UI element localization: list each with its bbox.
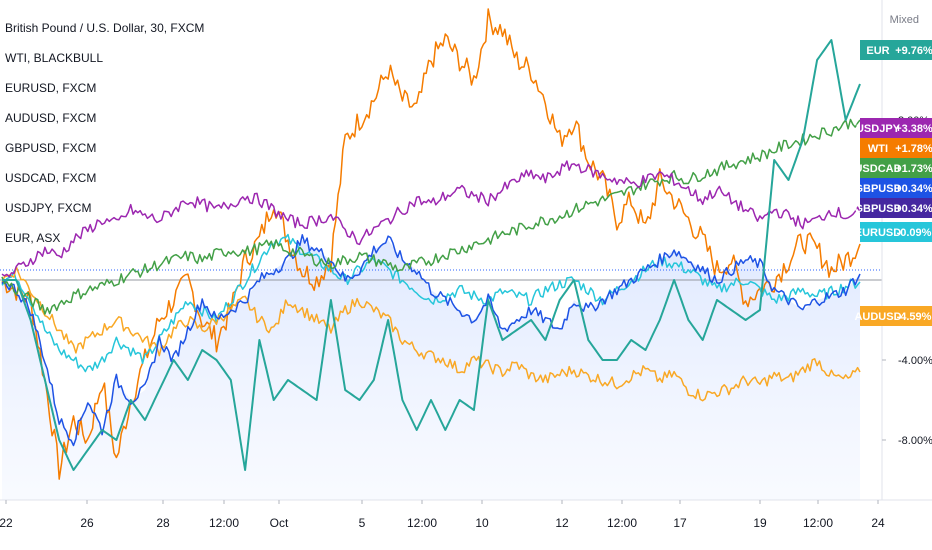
series-line-usdcad bbox=[1, 118, 861, 315]
badge-symbol-usdjpy bbox=[860, 118, 896, 138]
legend-item-wti[interactable]: WTI, BLACKBULL bbox=[5, 51, 104, 65]
series-line-eur bbox=[2, 39, 861, 471]
x-tick-label: 10 bbox=[475, 516, 489, 530]
x-tick-label: 22 bbox=[0, 516, 13, 530]
x-tick-label: 17 bbox=[673, 516, 687, 530]
x-tick-label: 28 bbox=[156, 516, 170, 530]
legend-item-usdcad[interactable]: USDCAD, FXCM bbox=[5, 171, 97, 185]
x-tick-label: 12:00 bbox=[803, 516, 833, 530]
badge-change-usdcad bbox=[896, 158, 932, 178]
badge-symbol-text: GBPUSD bbox=[854, 203, 901, 215]
badge-change-usdjpy bbox=[896, 118, 932, 138]
legend-item-gbpusd[interactable]: GBPUSD, FXCM bbox=[5, 141, 97, 155]
badge-symbol-eurusd bbox=[860, 222, 896, 242]
badge-change-text: +0.34% bbox=[895, 203, 932, 215]
badge-change-gbpusd bbox=[896, 178, 932, 198]
badge-change-eur bbox=[896, 40, 932, 60]
legend-item-eurusd[interactable]: EURUSD, FXCM bbox=[5, 81, 97, 95]
x-tick-label: 24 bbox=[871, 516, 885, 530]
scale-mode-label[interactable]: Mixed bbox=[889, 14, 919, 26]
legend-item-usdjpy[interactable]: USDJPY, FXCM bbox=[5, 201, 92, 215]
badge-change-audusd bbox=[896, 306, 932, 326]
badge-symbol-gbpusd-alt bbox=[860, 198, 896, 218]
x-tick-label: 26 bbox=[80, 516, 94, 530]
badge-change-eurusd bbox=[896, 222, 932, 242]
legend: British Pound / U.S. Dollar, 30, FXCM WT… bbox=[5, 20, 204, 260]
x-tick-label: 12 bbox=[555, 516, 569, 530]
badge-symbol-eur bbox=[860, 40, 896, 60]
badge-symbol-wti bbox=[860, 138, 896, 158]
series-line-gbpusd bbox=[1, 234, 861, 447]
badge-change-wti bbox=[896, 138, 932, 158]
series-line-wti bbox=[2, 8, 861, 480]
x-tick-label: 12:00 bbox=[407, 516, 437, 530]
badge-change-gbpusd-alt bbox=[896, 198, 932, 218]
badge-symbol-text: EUR bbox=[866, 45, 889, 57]
badge-change-text: -0.09% bbox=[897, 227, 932, 239]
badge-symbol-usdcad bbox=[860, 158, 896, 178]
badge-change-text: +0.34% bbox=[895, 183, 932, 195]
series-line-audusd bbox=[1, 266, 861, 402]
legend-item-audusd[interactable]: AUDUSD, FXCM bbox=[5, 111, 97, 125]
badge-symbol-text: AUDUSD bbox=[854, 311, 901, 323]
x-tick-label: 5 bbox=[359, 516, 366, 530]
legend-item-eur[interactable]: EUR, ASX bbox=[5, 231, 61, 245]
legend-title[interactable]: British Pound / U.S. Dollar, 30, FXCM bbox=[5, 21, 205, 35]
badge-change-text: +1.78% bbox=[895, 143, 932, 155]
badge-change-text: +1.73% bbox=[895, 163, 932, 175]
x-tick-label: 12:00 bbox=[209, 516, 239, 530]
badge-symbol-text: WTI bbox=[868, 143, 888, 155]
badge-symbol-text: USDJPY bbox=[856, 123, 901, 135]
badge-change-text: +9.76% bbox=[895, 45, 932, 57]
x-tick-label: Oct bbox=[270, 516, 289, 530]
badge-change-text: -4.59% bbox=[897, 311, 932, 323]
badge-symbol-text: GBPUSD bbox=[854, 183, 901, 195]
series-line-eurusd bbox=[1, 233, 861, 373]
y-tick-label: -8.00% bbox=[898, 435, 932, 447]
badge-symbol-text: USDCAD bbox=[854, 163, 901, 175]
main-series-area bbox=[2, 240, 860, 500]
x-tick-label: 12:00 bbox=[607, 516, 637, 530]
x-tick-label: 19 bbox=[753, 516, 767, 530]
badge-symbol-gbpusd bbox=[860, 178, 896, 198]
y-tick-label: -4.00% bbox=[898, 355, 932, 367]
badge-symbol-text: EURUSD bbox=[855, 227, 902, 239]
badge-change-text: +3.38% bbox=[895, 123, 932, 135]
badge-symbol-audusd bbox=[860, 306, 896, 326]
series-line-usdjpy bbox=[1, 160, 861, 278]
